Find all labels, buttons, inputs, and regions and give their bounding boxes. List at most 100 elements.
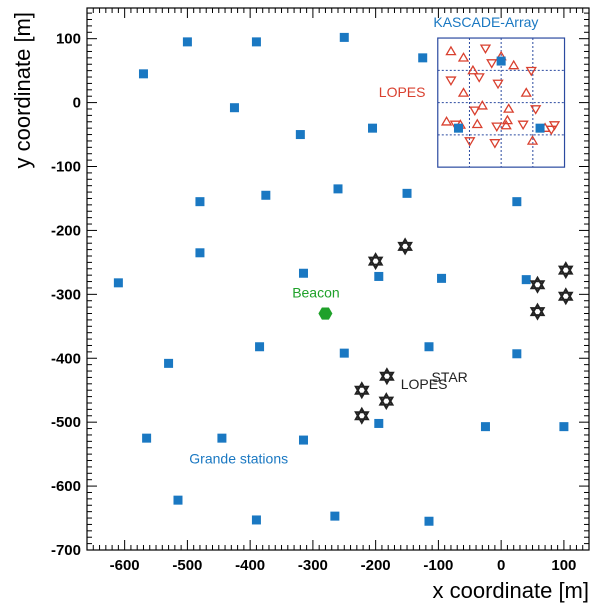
lopesstar-label: LOPES: [401, 376, 448, 392]
grande-stations-point: [402, 188, 412, 198]
lopes-star-point: [557, 261, 574, 280]
lopes-point: [545, 125, 557, 136]
lopesstar-superscript: STAR: [431, 369, 467, 385]
grande-stations-point: [559, 422, 569, 432]
grande-stations-point: [298, 268, 308, 278]
x-tick-label: -600: [110, 557, 140, 574]
kascade-array-point: [453, 123, 463, 133]
grande-stations-point: [339, 32, 349, 42]
lopes-point: [464, 137, 476, 147]
grande-stations-point: [217, 433, 227, 443]
grande-stations-point: [424, 516, 434, 526]
kascade-array-point: [535, 123, 545, 133]
grande-stations-point: [229, 103, 239, 113]
grande-stations-point: [173, 495, 183, 505]
kascade-array-point: [496, 56, 506, 66]
lopes-point: [489, 139, 501, 149]
kascade-label: KASCADE-Array: [433, 14, 538, 30]
lopes-star-point: [354, 406, 370, 425]
lopes-star-point: [354, 381, 370, 400]
lopes-point: [525, 66, 537, 77]
y-axis-title: y coordinate [m]: [10, 12, 35, 169]
grande-stations-point: [521, 275, 531, 285]
lopes-point: [476, 100, 488, 110]
annotations: KASCADE-Array LOPES Beacon Grande stations L…: [189, 14, 538, 467]
grande-stations-point: [330, 511, 340, 521]
grande-stations-point: [251, 515, 261, 525]
grande-stations-point: [255, 342, 265, 352]
lopes-point: [501, 114, 514, 125]
lopes-point: [508, 59, 520, 70]
grande-stations-point: [418, 53, 428, 63]
lopes-point: [445, 76, 457, 87]
grande-stations-point: [512, 197, 522, 207]
grande-stations-point: [480, 422, 490, 432]
lopes-point: [520, 87, 532, 97]
lopes-star-point: [378, 392, 395, 411]
grande-stations-point: [261, 190, 271, 200]
x-tick-label: -500: [172, 557, 202, 574]
grande-stations-point: [142, 433, 152, 443]
lopes-star-point: [367, 252, 384, 271]
grande-stations-point: [512, 349, 522, 359]
lopes-point: [479, 44, 492, 55]
grande-stations-point: [113, 278, 123, 288]
grande-stations-point: [195, 248, 205, 258]
grande-stations-point: [339, 348, 349, 358]
axes: -600 -500 -400 -300 -200 -100 0 100 100 0 -100 -200…: [10, 7, 590, 603]
lopes-point: [440, 115, 453, 126]
grande-stations-point: [298, 435, 308, 445]
lopes-point: [492, 79, 504, 90]
x-tick-label: -100: [423, 557, 453, 574]
beacon-label: Beacon: [292, 285, 339, 301]
x-tick-label: 100: [551, 557, 576, 574]
lopes-point: [471, 118, 483, 129]
y-tick-label: -200: [51, 222, 81, 239]
y-tick-label: 100: [56, 31, 81, 48]
y-tick-label: -500: [51, 414, 81, 431]
y-tick-label: -300: [51, 286, 81, 303]
grande-stations-point: [424, 342, 434, 352]
grande-stations-point: [251, 37, 261, 47]
y-tick-label: -100: [51, 159, 81, 176]
grande-stations-point: [374, 271, 384, 281]
lopes-point: [457, 52, 470, 62]
lopes-point: [503, 103, 515, 113]
lopes-point: [467, 64, 479, 75]
lopes-star-point: [529, 275, 546, 294]
x-tick-label: -300: [298, 557, 328, 574]
lopes-point: [500, 119, 512, 130]
lopes-label: LOPES: [379, 84, 426, 100]
lopes-point: [530, 105, 542, 115]
grande-stations-point: [164, 358, 174, 368]
grande-stations-point: [182, 37, 192, 47]
x-tick-label: -200: [361, 557, 391, 574]
y-tick-label: 0: [73, 95, 81, 112]
grande-stations-point: [195, 197, 205, 207]
grande-stations-label: Grande stations: [189, 451, 288, 467]
data-points: [113, 32, 574, 526]
lopes-star-point: [557, 287, 574, 306]
grande-stations-point: [333, 184, 343, 194]
grande-stations-point: [295, 130, 305, 140]
lopes-point: [445, 45, 457, 56]
y-tick-label: -700: [51, 542, 81, 559]
lopes-star-point: [397, 237, 413, 256]
beacon-point: [318, 307, 333, 320]
grande-stations-point: [437, 273, 447, 283]
lopes-point: [457, 87, 470, 97]
lopes-point: [517, 120, 529, 131]
y-tick-label: -400: [51, 350, 81, 367]
lopes-point: [526, 135, 539, 145]
lopes-star-point: [379, 367, 395, 386]
x-tick-label: 0: [497, 557, 505, 574]
lopes-point: [486, 59, 498, 69]
grande-stations-point: [374, 418, 384, 428]
lopes-point: [469, 106, 481, 117]
lopes-point: [473, 73, 485, 83]
x-axis-title: x coordinate [m]: [432, 578, 589, 603]
lopes-star-point: [529, 302, 546, 321]
y-tick-label: -600: [51, 478, 81, 495]
grande-stations-point: [368, 123, 378, 133]
